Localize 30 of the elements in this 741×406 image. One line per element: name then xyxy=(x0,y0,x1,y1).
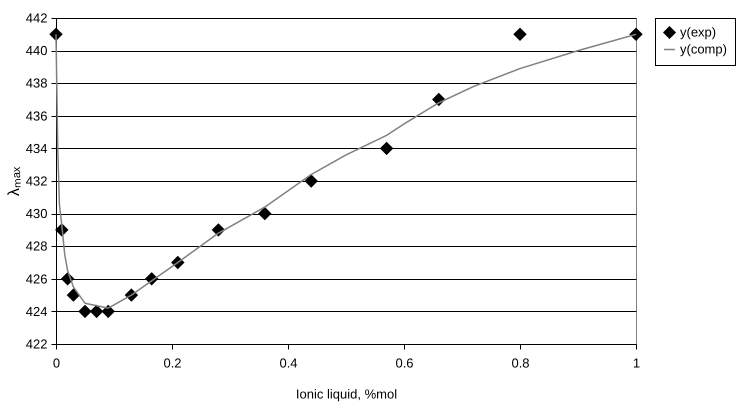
y-tick-label: 436 xyxy=(26,108,48,124)
point xyxy=(101,304,115,318)
legend-label: y(comp) xyxy=(680,42,727,56)
x-tick-label: 0.4 xyxy=(279,356,298,370)
y-tick-label: 430 xyxy=(26,206,48,222)
point xyxy=(304,174,318,188)
point xyxy=(629,28,643,42)
x-tick-label: 0.8 xyxy=(511,356,530,370)
y-tick-label: 440 xyxy=(26,43,48,58)
y-tick-label: 434 xyxy=(26,140,48,156)
point xyxy=(90,304,104,318)
legend-label: y(exp) xyxy=(680,24,716,40)
y-tick-label: 438 xyxy=(26,76,48,91)
y-axis-title: λₘₐₓ xyxy=(6,166,23,196)
x-axis-title: Ionic liquid, %mol xyxy=(296,386,398,402)
x-tick-label: 0 xyxy=(52,356,60,370)
y-tick-label: 424 xyxy=(26,304,48,319)
x-tick-label: 0.6 xyxy=(395,356,414,370)
y-tick-label: 422 xyxy=(26,336,48,352)
point xyxy=(513,28,527,42)
y-tick-label: 426 xyxy=(26,271,48,286)
y-tick-label: 442 xyxy=(26,10,48,26)
point xyxy=(66,288,80,302)
y-tick-label: 428 xyxy=(26,238,48,254)
x-tick-label: 1 xyxy=(632,356,640,370)
point xyxy=(380,142,394,156)
y-tick-label: 432 xyxy=(26,174,48,188)
point xyxy=(258,206,272,220)
point xyxy=(78,304,92,318)
x-tick-label: 0.2 xyxy=(163,356,182,370)
